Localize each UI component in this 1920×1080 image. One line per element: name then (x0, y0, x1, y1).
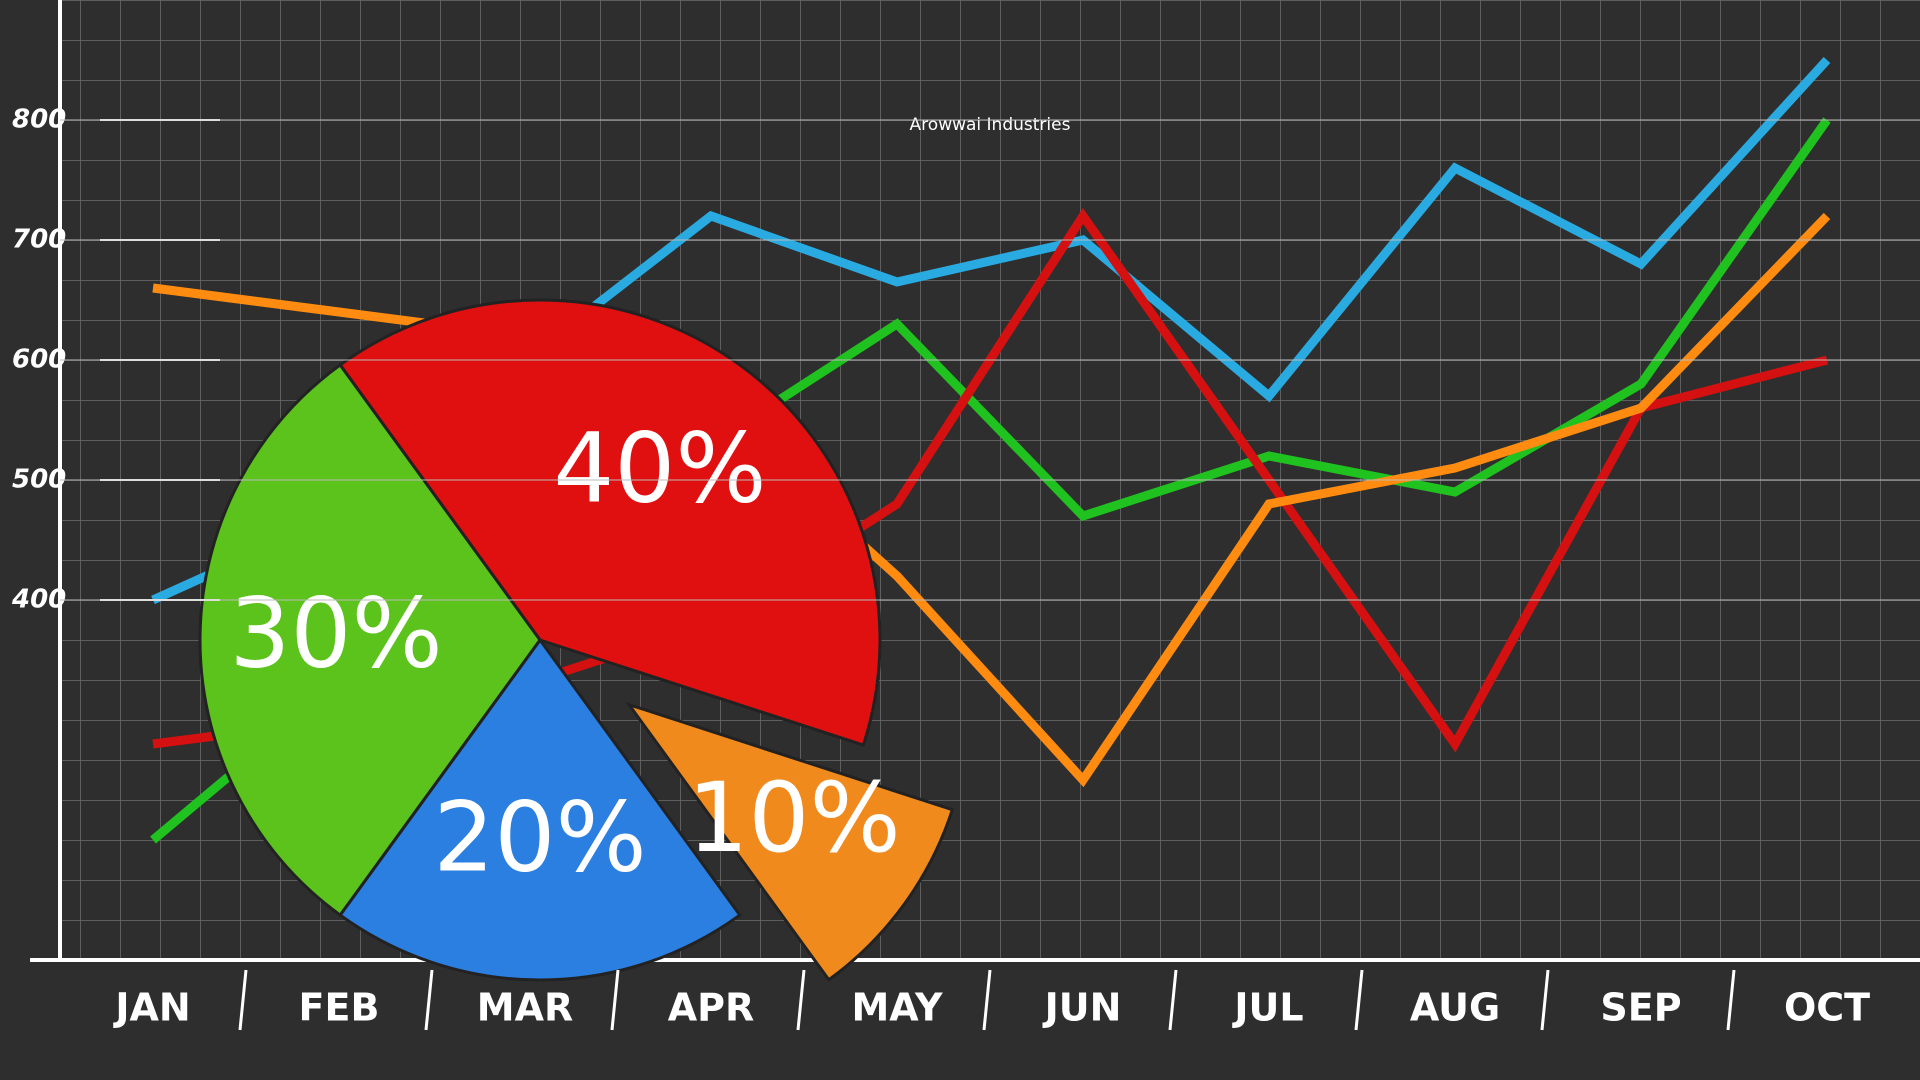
x-tick-label: AUG (1410, 986, 1500, 1030)
pie-slice (338, 298, 882, 747)
x-tick-label: JUN (1042, 986, 1122, 1030)
separator (1354, 969, 1364, 1031)
pie-slice (198, 362, 542, 918)
x-tick-label: MAY (851, 986, 943, 1030)
y-tick-label: 700 (12, 225, 66, 255)
pie-label: 30% (229, 577, 442, 689)
annotation: Arowwai Industries (910, 115, 1071, 135)
pie-label: 20% (433, 781, 646, 893)
pie: 40% 10% 20% 30% (198, 298, 955, 982)
x-tick-label: JUL (1231, 986, 1303, 1030)
separator (610, 969, 620, 1031)
x-tick-label: OCT (1784, 986, 1870, 1030)
pie-label: 10% (687, 762, 900, 874)
separator (1726, 969, 1736, 1031)
x-tick-label: APR (668, 986, 755, 1030)
separator (424, 969, 434, 1031)
separator (238, 969, 248, 1031)
x-tick-label: SEP (1600, 986, 1681, 1030)
y-tick-label: 400 (11, 585, 66, 615)
y-tick-label: 600 (12, 345, 66, 375)
separator (1540, 969, 1550, 1031)
x-tick-label: MAR (477, 986, 573, 1030)
x-tick-label: FEB (299, 986, 380, 1030)
x-tick-label: JAN (112, 986, 190, 1030)
pie-slice (625, 701, 955, 982)
y-tick-label: 800 (12, 105, 66, 135)
y-tick-label: 500 (12, 465, 66, 495)
pie-slice (338, 637, 742, 982)
separator (982, 969, 992, 1031)
separator (796, 969, 806, 1031)
separator (1168, 969, 1178, 1031)
pie-label: 40% (553, 412, 766, 524)
